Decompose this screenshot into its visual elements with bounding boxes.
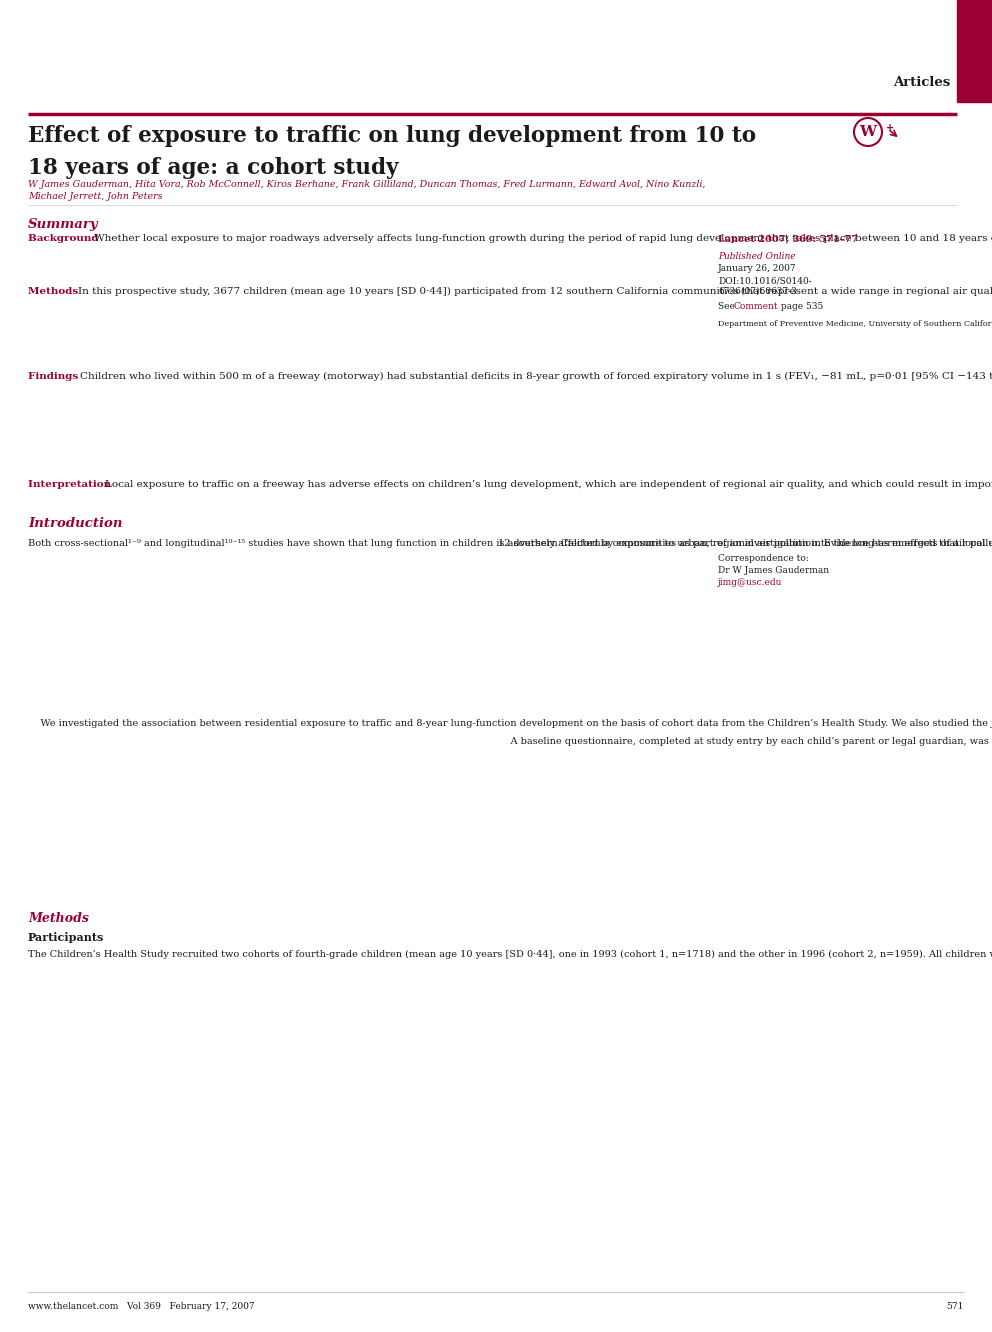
Text: Children who lived within 500 m of a freeway (motorway) had substantial deficits: Children who lived within 500 m of a fre… [80, 372, 992, 381]
Text: Effect of exposure to traffic on lung development from 10 to: Effect of exposure to traffic on lung de… [28, 125, 756, 147]
Text: Both cross-sectional¹⁻⁹ and longitudinal¹⁰⁻¹⁵ studies have shown that lung funct: Both cross-sectional¹⁻⁹ and longitudinal… [28, 539, 992, 547]
Text: +: + [886, 123, 894, 133]
Text: Methods: Methods [28, 912, 89, 924]
Text: Lancet 2007; 369: 571–77: Lancet 2007; 369: 571–77 [718, 234, 858, 242]
Text: Department of Preventive Medicine, University of Southern California, 1540 Alcaz: Department of Preventive Medicine, Unive… [718, 320, 992, 328]
Text: In this prospective study, 3677 children (mean age 10 years [SD 0·44]) participa: In this prospective study, 3677 children… [78, 286, 992, 296]
Text: Comment: Comment [734, 302, 779, 310]
Text: Dr W James Gauderman: Dr W James Gauderman [718, 566, 829, 575]
Text: Introduction: Introduction [28, 517, 122, 530]
Text: Michael Jerrett, John Peters: Michael Jerrett, John Peters [28, 192, 163, 201]
Text: 18 years of age: a cohort study: 18 years of age: a cohort study [28, 157, 399, 178]
Text: Local exposure to traffic on a freeway has adverse effects on children’s lung de: Local exposure to traffic on a freeway h… [105, 480, 992, 489]
Text: www.thelancet.com   Vol 369   February 17, 2007: www.thelancet.com Vol 369 February 17, 2… [28, 1301, 255, 1311]
Text: Findings: Findings [28, 372, 82, 381]
Text: Interpretation: Interpretation [28, 480, 115, 489]
Text: We investigated the association between residential exposure to traffic and 8-ye: We investigated the association between … [28, 719, 992, 729]
Text: W James Gauderman, Hita Vora, Rob McConnell, Kiros Berhane, Frank Gilliland, Dun: W James Gauderman, Hita Vora, Rob McConn… [28, 180, 705, 189]
Bar [957, 0, 992, 103]
Text: Correspondence to:: Correspondence to: [718, 554, 808, 563]
Text: W: W [859, 125, 877, 139]
Text: jimg@usc.edu: jimg@usc.edu [718, 578, 783, 587]
Text: page 535: page 535 [778, 302, 823, 310]
Text: 571: 571 [946, 1301, 964, 1311]
Text: Background: Background [28, 234, 102, 242]
Text: Methods: Methods [28, 286, 82, 296]
Text: See: See [718, 302, 738, 310]
Text: A baseline questionnaire, completed at study entry by each child’s parent or leg: A baseline questionnaire, completed at s… [498, 737, 992, 746]
Text: Participants: Participants [28, 932, 104, 943]
Text: 12 southern California communities as part of an investigation into the long-ter: 12 southern California communities as pa… [498, 539, 992, 549]
Text: Published Online: Published Online [718, 252, 796, 261]
Text: January 26, 2007: January 26, 2007 [718, 264, 797, 273]
Text: Summary: Summary [28, 218, 98, 230]
Text: Whether local exposure to major roadways adversely affects lung-function growth : Whether local exposure to major roadways… [94, 234, 992, 242]
Text: The Children’s Health Study recruited two cohorts of fourth-grade children (mean: The Children’s Health Study recruited tw… [28, 950, 992, 959]
Text: Articles: Articles [893, 76, 950, 89]
Text: DOI:10.1016/S0140-
6736(07)60637-3: DOI:10.1016/S0140- 6736(07)60637-3 [718, 276, 811, 296]
